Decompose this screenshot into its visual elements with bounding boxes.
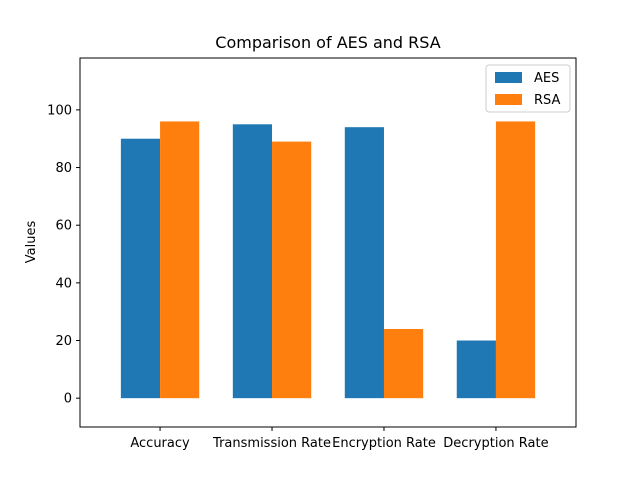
x-tick-label: Accuracy [130, 436, 190, 451]
x-tick-label: Encryption Rate [332, 436, 436, 451]
chart-title: Comparison of AES and RSA [215, 33, 440, 52]
legend-swatch-rsa [495, 94, 522, 105]
bars-group [120, 121, 536, 399]
bar-rsa-encryption-rate [383, 328, 424, 399]
y-axis-label: Values [24, 221, 39, 264]
x-tick-label: Decryption Rate [443, 436, 548, 451]
x-axis-ticks: Accuracy Transmission Rate Encryption Rate… [130, 427, 549, 451]
bar-aes-decryption-rate [456, 340, 496, 399]
legend-swatch-aes [495, 72, 522, 83]
bar-aes-encryption-rate [344, 127, 384, 399]
legend-label-rsa: RSA [534, 93, 561, 108]
bar-rsa-transmission-rate [272, 141, 312, 399]
x-tick-label: Transmission Rate [212, 436, 331, 451]
y-tick-label: 100 [47, 103, 72, 118]
legend: AES RSA [485, 64, 571, 113]
bar-aes-accuracy [120, 138, 161, 399]
y-tick-label: 60 [55, 219, 72, 234]
bar-aes-transmission-rate [232, 124, 273, 399]
y-tick-label: 0 [64, 392, 72, 407]
y-axis-ticks: 0 20 40 60 80 100 [47, 103, 80, 407]
bar-rsa-decryption-rate [495, 121, 536, 399]
y-tick-label: 40 [55, 276, 72, 291]
bar-rsa-accuracy [160, 121, 200, 399]
plot-frame [79, 57, 577, 428]
y-tick-label: 80 [55, 161, 72, 176]
legend-label-aes: AES [534, 71, 559, 86]
y-tick-label: 20 [55, 334, 72, 349]
